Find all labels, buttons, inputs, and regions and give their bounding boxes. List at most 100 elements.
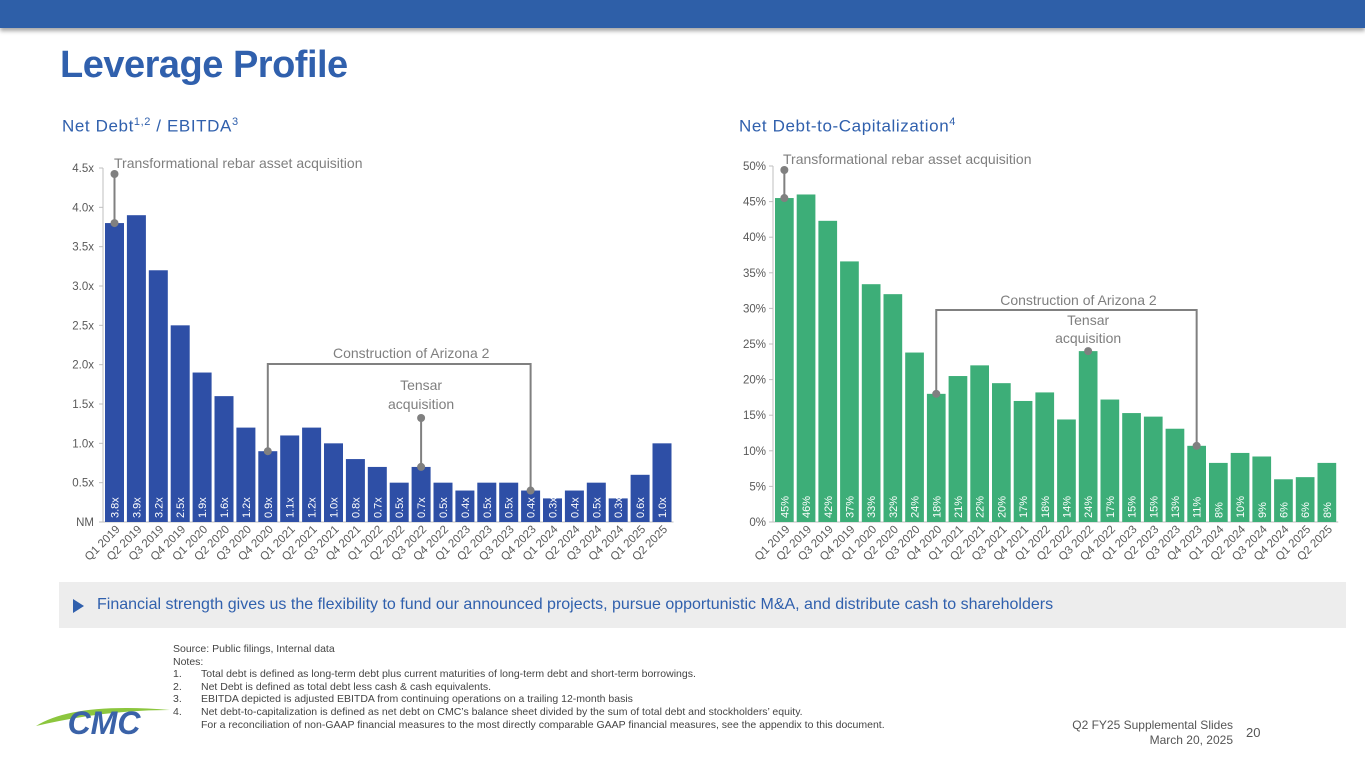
bar-value-label: 0.5x (591, 497, 603, 518)
bar (905, 352, 924, 522)
annotation-dot (526, 486, 535, 495)
bar (477, 482, 497, 522)
note-1: 1. Total debt is defined as long-term deb… (173, 668, 885, 681)
slide-title: Leverage Profile (60, 44, 348, 86)
bar-value-label: 0.3x (613, 497, 625, 518)
bar-value-label: 3.8x (110, 497, 122, 518)
bar-value-label: 24% (910, 496, 922, 518)
net-debt-ebitda-chart: NM 0.5x 1.0x 1.5x 2.0x 2.5x 3.0x 3.5x 4.0x 4.5x 3.… (72, 155, 674, 563)
left-chart-heading: Net Debt1,2 / EBITDA3 (62, 116, 239, 137)
note-text: Net debt-to-capitalization is defined as… (201, 705, 803, 718)
bar-value-label: 1.9x (197, 497, 209, 518)
bar (521, 490, 541, 522)
note-2: 2. Net Debt is defined as total debt less… (173, 681, 885, 694)
y-tick-label: 30% (743, 303, 766, 315)
note-4: 4. Net debt-to-capitalization is defined … (173, 706, 885, 719)
construction-bracket (266, 363, 532, 491)
cmc-logo: CMC (36, 705, 170, 741)
bar (1035, 392, 1055, 522)
bar (170, 325, 190, 522)
tensar-annotation: acquisition (388, 396, 454, 412)
bar-value-label: 18% (931, 496, 943, 518)
bar-value-label: 45% (779, 496, 791, 518)
bar-value-label: 10% (1235, 496, 1247, 518)
bar (796, 194, 816, 523)
construction-annotation: Construction of Arizona 2 (333, 345, 490, 361)
acquisition-annotation: Transformational rebar asset acquisition (783, 151, 1032, 167)
bar-value-label: 22% (975, 496, 987, 518)
bar-value-label: 24% (1083, 496, 1095, 518)
bar (148, 270, 168, 522)
bar-value-label: 1.2x (307, 497, 319, 518)
note-number: 3. (173, 693, 182, 706)
annotation-dot (780, 166, 789, 174)
tensar-annotation: acquisition (1055, 330, 1121, 346)
bar (1165, 428, 1185, 522)
construction-annotation: Construction of Arizona 2 (1000, 292, 1157, 308)
notes-label: Notes: (173, 655, 204, 668)
bar-value-label: 15% (1148, 496, 1160, 518)
bar-value-label: 6% (1300, 502, 1312, 518)
page-number: 20 (1246, 725, 1261, 740)
bar (433, 482, 453, 522)
bar-value-label: 37% (844, 496, 856, 518)
y-tick-label: 50% (743, 161, 766, 173)
bar (926, 393, 946, 522)
bar (1100, 399, 1120, 522)
footnotes: Source: Public filings, Internal data No… (173, 643, 885, 731)
y-tick-label: 4.5x (72, 163, 94, 175)
bar (236, 427, 256, 522)
note-text: Net Debt is defined as total debt less c… (201, 680, 492, 693)
y-tick-label: 2.0x (72, 360, 94, 372)
bar (948, 376, 968, 522)
bar-value-label: 0.5x (504, 497, 516, 518)
bar-value-label: 42% (823, 496, 835, 518)
right-chart-heading: Net Debt-to-Capitalization4 (739, 116, 956, 137)
bar (543, 498, 562, 522)
bar-value-label: 17% (1018, 496, 1030, 518)
bar-value-label: 32% (888, 496, 900, 518)
bar-value-label: 1.0x (657, 497, 669, 518)
bar-value-label: 33% (866, 496, 878, 518)
left-heading-footnote-2: 3 (231, 116, 239, 128)
bar (1057, 419, 1076, 522)
right-heading-text: Net Debt-to-Capitalization (739, 116, 950, 136)
bar (1230, 452, 1250, 522)
note-number: 1. (173, 668, 182, 681)
tensar-annotation: Tensar (400, 377, 442, 393)
acquisition-annotation: Transformational rebar asset acquisition (114, 155, 363, 171)
bar-value-label: 17% (1105, 496, 1117, 518)
bar (367, 466, 387, 522)
bar (324, 443, 343, 522)
bar (214, 396, 234, 522)
bar-value-label: 0.8x (350, 497, 362, 518)
bar (1209, 462, 1228, 522)
bar (455, 490, 475, 522)
bar-value-label: 13% (1170, 496, 1182, 518)
construction-bracket (935, 309, 1198, 446)
tensar-annotation: Tensar (1067, 312, 1109, 328)
bar-value-label: 46% (801, 496, 813, 518)
bar-value-label: 9% (1257, 502, 1269, 518)
y-tick-label: 35% (743, 268, 766, 280)
bar (1143, 416, 1163, 522)
annotation-dot (417, 462, 426, 471)
bar-value-label: 0.4x (460, 497, 472, 518)
bar-value-label: 20% (996, 496, 1008, 518)
bar-value-label: 1.1x (285, 497, 297, 518)
note-text: EBITDA depicted is adjusted EBITDA from … (201, 693, 633, 706)
bar (1317, 462, 1337, 522)
y-tick-label: 0.5x (72, 478, 94, 490)
y-tick-label: 2.5x (72, 320, 94, 332)
annotation-dot (110, 219, 119, 228)
bar (258, 451, 278, 522)
bar-value-label: 0.3x (548, 497, 560, 518)
bar (105, 223, 124, 523)
left-heading-text: Net Debt (62, 116, 134, 136)
left-heading-footnote-1: 1,2 (133, 116, 151, 128)
annotation-dot (1192, 441, 1201, 450)
y-tick-label: 10% (743, 446, 766, 458)
bar (192, 372, 212, 522)
bar (499, 482, 519, 522)
reconciliation-note: For a reconciliation of non-GAAP financi… (201, 718, 885, 731)
